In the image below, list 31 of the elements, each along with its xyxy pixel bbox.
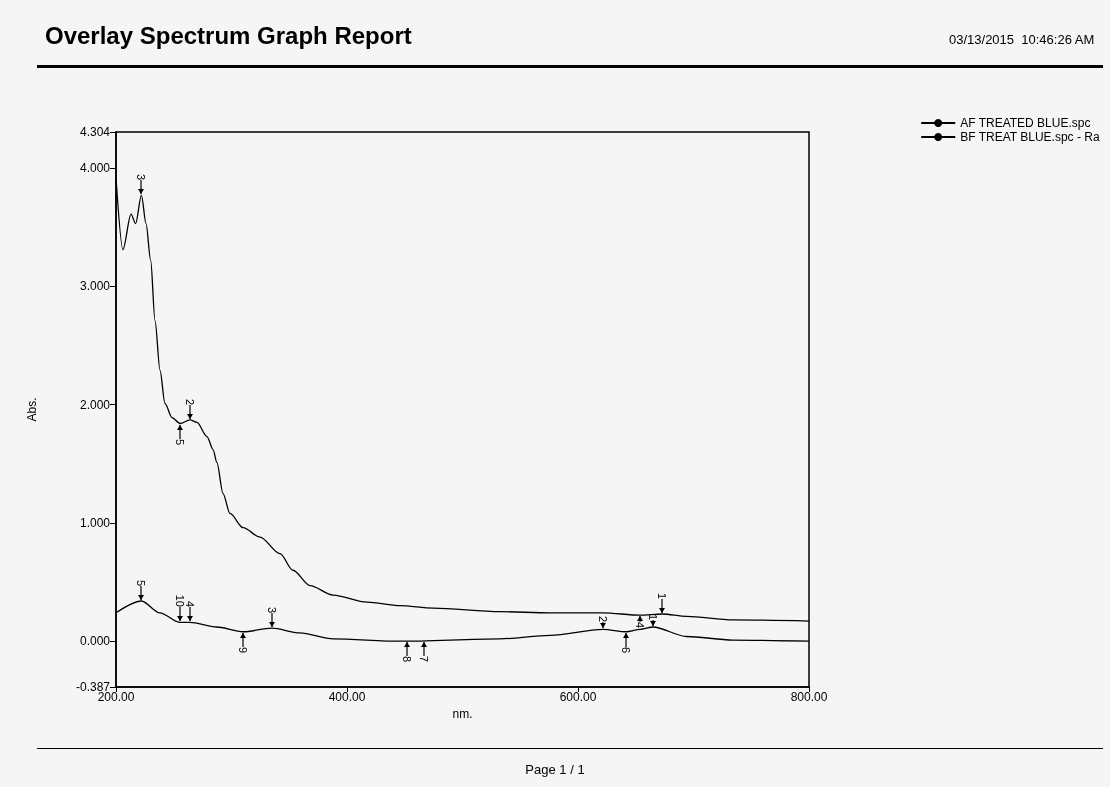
x-tick-label: 600.00 bbox=[559, 690, 597, 704]
annotation: 5 bbox=[135, 578, 148, 586]
annotation: 3 bbox=[135, 173, 148, 181]
y-tick-label: 0.000 bbox=[79, 634, 111, 649]
y-tick-label: 3.000 bbox=[79, 279, 111, 294]
y-tick-label: 4.000 bbox=[79, 160, 111, 175]
annotation: 1 bbox=[656, 591, 669, 599]
x-axis-title: nm. bbox=[452, 706, 473, 721]
annotation: 2 bbox=[597, 615, 610, 623]
x-tick-label: 800.00 bbox=[790, 690, 828, 704]
annotation: 3 bbox=[265, 606, 278, 614]
annotation: 6 bbox=[620, 646, 633, 655]
text: 03/13/2015 10:46:26 AM bbox=[949, 32, 1095, 47]
annotation: 2 bbox=[184, 397, 197, 405]
x-tick-label: 400.00 bbox=[328, 690, 366, 704]
annotation: 10 bbox=[173, 594, 186, 608]
annotation: 7 bbox=[418, 656, 431, 665]
annotation: 8 bbox=[401, 656, 414, 665]
annotation: 5 bbox=[173, 438, 186, 447]
annotation: 1 bbox=[647, 612, 660, 621]
annotation: 9 bbox=[237, 646, 250, 655]
y-tick-label: 1.000 bbox=[79, 515, 111, 530]
y-tick-label: 2.000 bbox=[79, 397, 111, 412]
y-tick-label: 4.304 bbox=[79, 125, 111, 139]
legend-label: AF TREATED BLUE.spc bbox=[960, 116, 1091, 130]
chart-title: Overlay Spectrum Graph Report bbox=[45, 21, 412, 49]
text: Page 1 / 1 bbox=[525, 762, 585, 777]
annotation: 4 bbox=[634, 622, 647, 631]
y-axis-title: Abs. bbox=[25, 397, 39, 422]
annotation: 4 bbox=[183, 601, 196, 608]
legend-label: BF TREAT BLUE.spc - Ra bbox=[960, 130, 1100, 144]
